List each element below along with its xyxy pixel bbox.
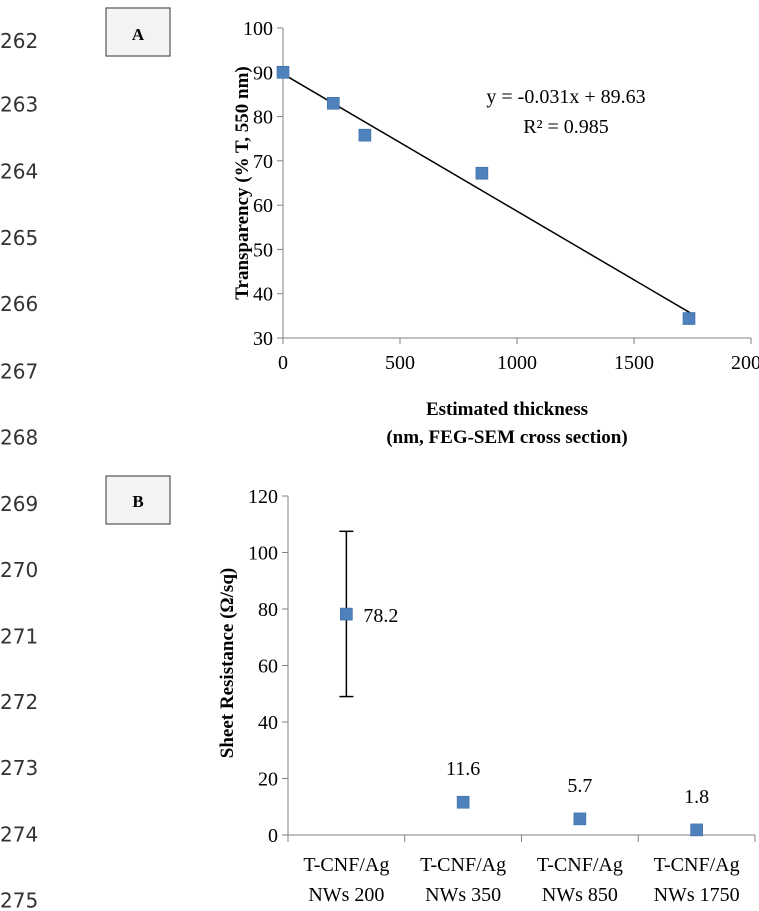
line-number: 270 [0,558,38,582]
line-number: 273 [0,756,38,780]
chart-a-trendline [283,74,693,314]
line-number: 269 [0,492,38,516]
chart-b-y-tick-label: 120 [248,486,278,508]
chart-b-x-category-label-line: NWs 850 [542,884,618,906]
chart-b-data-point [340,608,352,620]
chart-b-y-tick-label: 60 [258,656,278,678]
chart-b-x-category-label-line: NWs 200 [308,884,384,906]
chart-b-y-tick-label: 80 [258,599,278,621]
chart-b-x-category-label-line: T-CNF/Ag [420,854,506,876]
chart-a-axes: 304050607080901000500100015002000 [243,18,759,374]
panel-a-label: A [132,25,145,44]
chart-b-x-category-label-line: T-CNF/Ag [303,854,389,876]
chart-a-y-tick-label: 30 [253,328,273,350]
chart-a-y-tick-label: 60 [253,195,273,217]
chart-a-data-point [683,313,695,325]
line-number: 272 [0,690,38,714]
chart-a-y-tick-label: 100 [243,18,273,40]
chart-b-data-point [457,796,469,808]
chart-b-y-tick-label: 0 [268,825,278,847]
line-number: 263 [0,92,38,116]
line-number: 267 [0,359,38,383]
chart-a-trendline-group [283,74,693,314]
chart-b-points [340,608,702,836]
chart-a-data-point [327,97,339,109]
line-number: 274 [0,822,38,846]
chart-b-x-category-label-line: NWs 350 [425,884,501,906]
chart-b-x-category-label: T-CNF/Ag NWs 200 [303,854,389,906]
chart-a-x-tick-label: 0 [278,352,288,374]
chart-b-data-label: 5.7 [567,775,592,797]
chart-a-data-point [277,66,289,78]
line-number: 265 [0,226,38,250]
chart-a-data-point [359,129,371,141]
chart-b-data-label: 1.8 [684,786,709,808]
chart-b-x-category-label-line: T-CNF/Ag [654,854,740,876]
chart-b-x-category-label: T-CNF/Ag NWs 350 [420,854,506,906]
chart-b-y-tick-label: 40 [258,712,278,734]
chart-a-r-squared: R² = 0.985 [523,116,609,138]
line-number: 266 [0,292,38,316]
chart-b-data-label: 11.6 [446,758,480,780]
chart-b-y-tick-label: 100 [248,543,278,565]
panel-b-label: B [132,492,143,511]
chart-a-x-tick-label: 1500 [614,352,654,374]
chart-a-x-axis-title-line1: Estimated thickness [426,399,588,420]
chart-a-y-tick-label: 70 [253,151,273,173]
chart-a-x-axis-title-line2: (nm, FEG-SEM cross section) [386,427,627,448]
chart-a-data-point [476,167,488,179]
line-number: 271 [0,624,38,648]
chart-a: A 304050607080901000500100015002000 y = … [106,8,759,448]
chart-b-data-point [574,813,586,825]
chart-a-y-tick-label: 40 [253,284,273,306]
chart-a-y-tick-label: 90 [253,62,273,84]
chart-b-y-tick-label: 20 [258,769,278,791]
line-number: 268 [0,426,38,450]
chart-b-data-point [691,824,703,836]
line-number: 275 [0,889,38,911]
chart-b-data-label: 78.2 [363,605,398,627]
line-number: 262 [0,29,38,53]
chart-b-axes: 0 20 40 60 80 100 120 T-CNF/Ag NWs 200 T-CNF/Ag NW… [248,486,755,906]
chart-a-x-tick-label: 500 [385,352,415,374]
chart-a-equation: y = -0.031x + 89.63 [486,86,645,108]
line-numbers: 262 263 264 265 266 267 268 269 270 271 272 273 274 2… [0,29,38,911]
chart-b-y-axis-title: Sheet Resistance (Ω/sq) [217,568,238,758]
chart-a-y-axis-title: Transparency (% T, 550 nm) [232,66,253,299]
chart-a-x-tick-label: 1000 [497,352,537,374]
chart-a-y-tick-label: 80 [253,107,273,129]
chart-b-x-category-label: T-CNF/Ag NWs 1750 [654,854,740,906]
line-number: 264 [0,160,38,184]
chart-a-y-tick-label: 50 [253,239,273,261]
chart-a-x-tick-label: 2000 [731,352,759,374]
chart-b-data-labels: 78.2 11.6 5.7 1.8 [363,605,709,808]
chart-b-x-category-label-line: NWs 1750 [654,884,740,906]
chart-b-x-category-label-line: T-CNF/Ag [537,854,623,876]
chart-b-x-category-label: T-CNF/Ag NWs 850 [537,854,623,906]
